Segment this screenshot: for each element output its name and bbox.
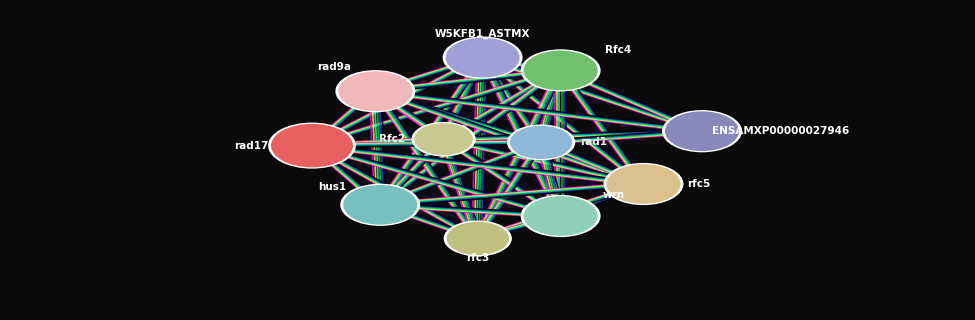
Ellipse shape: [604, 163, 683, 205]
Ellipse shape: [521, 49, 601, 92]
Text: rad17: rad17: [234, 140, 268, 151]
Ellipse shape: [524, 51, 598, 90]
Ellipse shape: [524, 196, 598, 236]
Ellipse shape: [411, 122, 476, 156]
Ellipse shape: [662, 110, 742, 152]
Text: Rfc2: Rfc2: [378, 134, 405, 144]
Text: hus1: hus1: [318, 182, 346, 192]
Ellipse shape: [447, 222, 509, 255]
Text: wrn: wrn: [603, 190, 625, 200]
Ellipse shape: [606, 164, 681, 204]
Text: ENSAMXP00000027946: ENSAMXP00000027946: [712, 126, 849, 136]
Ellipse shape: [414, 123, 473, 155]
Ellipse shape: [335, 70, 415, 112]
Text: rad9a: rad9a: [317, 62, 351, 72]
Ellipse shape: [340, 184, 420, 226]
Ellipse shape: [444, 220, 512, 256]
Text: Rfc4: Rfc4: [604, 44, 631, 55]
Ellipse shape: [507, 124, 575, 160]
Ellipse shape: [521, 195, 601, 237]
Ellipse shape: [446, 38, 520, 77]
Text: rfc3: rfc3: [466, 252, 489, 263]
Ellipse shape: [343, 185, 417, 225]
Ellipse shape: [665, 111, 739, 151]
Ellipse shape: [271, 124, 353, 167]
Ellipse shape: [268, 123, 356, 169]
Ellipse shape: [338, 71, 412, 111]
Text: rad1: rad1: [580, 137, 607, 148]
Text: W5KFB1_ASTMX: W5KFB1_ASTMX: [435, 28, 530, 39]
Text: rfc5: rfc5: [687, 179, 711, 189]
Ellipse shape: [510, 126, 572, 159]
Ellipse shape: [443, 36, 523, 79]
